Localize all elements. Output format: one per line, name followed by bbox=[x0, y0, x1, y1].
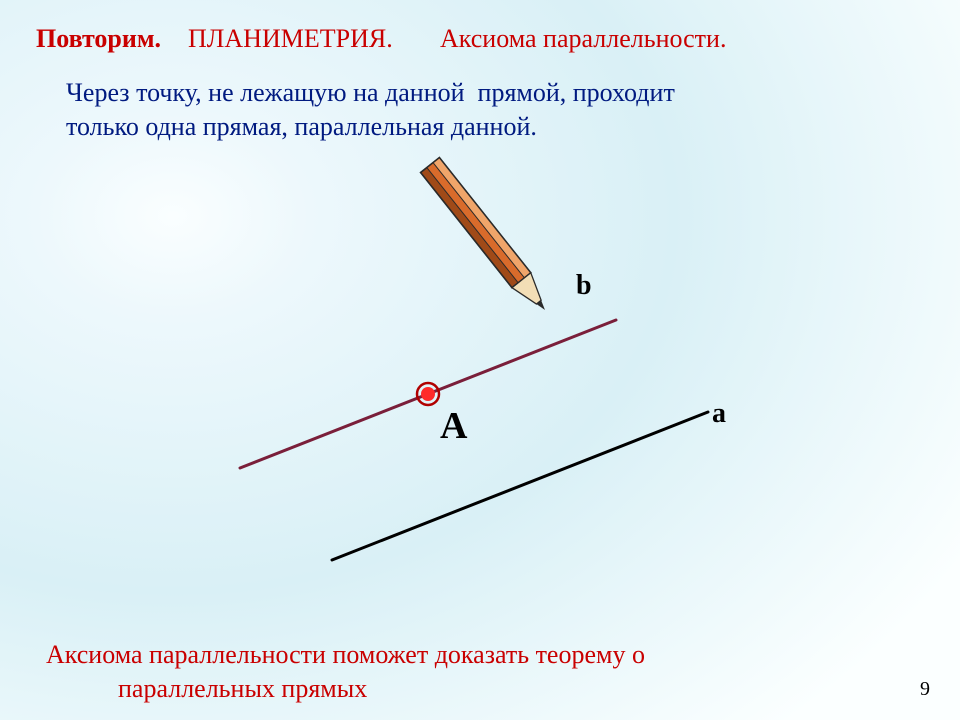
slide-stage: Повторим. ПЛАНИМЕТРИЯ. Аксиома параллель… bbox=[0, 0, 960, 720]
pencil-icon bbox=[421, 158, 555, 318]
page-number: 9 bbox=[920, 678, 930, 701]
parallel-lines-diagram bbox=[0, 0, 960, 720]
footer-line-1: Аксиома параллельности поможет доказать … bbox=[46, 640, 645, 670]
line-a bbox=[332, 412, 708, 560]
label-b: b bbox=[576, 270, 592, 302]
point-a-dot bbox=[421, 387, 435, 401]
label-a: a bbox=[712, 398, 726, 430]
footer-line-2: параллельных прямых bbox=[118, 674, 367, 704]
label-point-A: А bbox=[440, 404, 467, 448]
